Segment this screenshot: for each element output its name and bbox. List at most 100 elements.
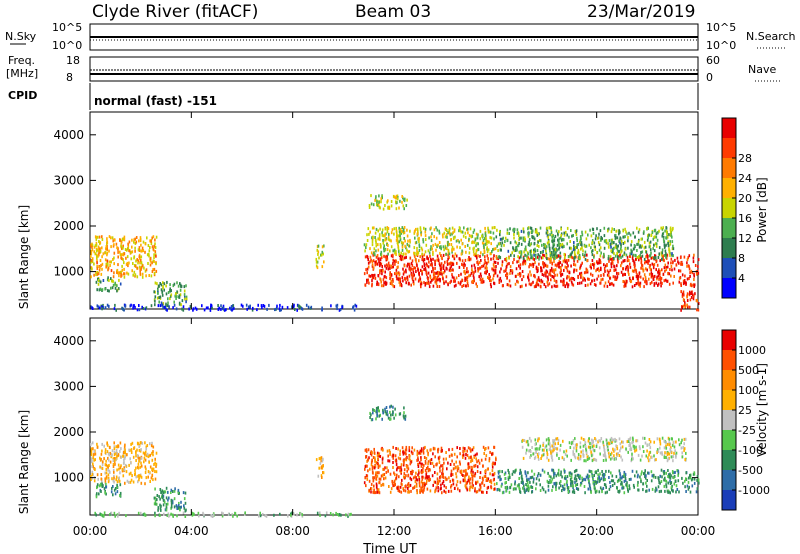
- scatter-cell: [492, 277, 494, 281]
- scatter-cell: [374, 231, 377, 235]
- scatter-cell: [121, 268, 124, 272]
- scatter-cell: [153, 253, 155, 257]
- scatter-cell: [418, 471, 420, 475]
- scatter-cell: [162, 285, 164, 288]
- scatter-cell: [447, 240, 449, 244]
- scatter-cell: [424, 461, 427, 465]
- scatter-cell: [528, 449, 530, 453]
- scatter-cell: [646, 443, 648, 447]
- scatter-cell: [426, 467, 428, 470]
- scatter-cell: [151, 236, 153, 240]
- scatter-cell: [379, 206, 381, 210]
- scatter-cell: [550, 226, 552, 230]
- scatter-cell: [610, 257, 613, 261]
- scatter-cell: [451, 245, 454, 249]
- scatter-cell: [90, 275, 92, 279]
- scatter-cell: [551, 458, 554, 462]
- scatter-cell: [392, 461, 394, 464]
- scatter-cell: [449, 262, 451, 266]
- scatter-cell: [417, 473, 419, 477]
- scatter-cell: [91, 441, 94, 445]
- scatter-cell: [635, 448, 638, 452]
- scatter-cell: [90, 452, 93, 456]
- scatter-cell: [693, 278, 695, 281]
- scatter-cell: [618, 238, 621, 242]
- scatter-cell: [528, 265, 530, 269]
- scatter-cell: [474, 238, 477, 242]
- scatter-cell: [101, 482, 103, 486]
- scatter-cell: [664, 269, 666, 273]
- scatter-cell: [116, 289, 118, 293]
- scatter-cell: [645, 250, 648, 254]
- scatter-cell: [127, 247, 130, 251]
- scatter-cell: [566, 282, 568, 286]
- scatter-cell: [180, 500, 182, 504]
- scatter-cell: [280, 308, 282, 312]
- scatter-cell: [105, 485, 108, 489]
- scatter-cell: [551, 468, 553, 472]
- scatter-cell: [601, 488, 603, 492]
- scatter-cell: [484, 457, 487, 461]
- scatter-cell: [572, 450, 574, 454]
- scatter-cell: [592, 448, 595, 452]
- scatter-cell: [468, 234, 471, 237]
- scatter-cell: [368, 456, 370, 460]
- cpid-label: CPID: [8, 89, 37, 102]
- scatter-cell: [471, 486, 474, 490]
- scatter-cell: [462, 453, 465, 457]
- scatter-cell: [549, 269, 552, 273]
- scatter-cell: [512, 247, 515, 251]
- scatter-cell: [497, 471, 500, 475]
- scatter-cell: [477, 233, 479, 237]
- scatter-cell: [542, 441, 545, 445]
- scatter-cell: [664, 249, 667, 253]
- scatter-cell: [528, 278, 530, 282]
- scatter-cell: [648, 272, 651, 276]
- scatter-cell: [545, 245, 548, 249]
- scatter-cell: [625, 483, 627, 487]
- scatter-cell: [401, 226, 404, 230]
- scatter-cell: [573, 491, 576, 494]
- scatter-cell: [420, 464, 423, 468]
- scatter-cell: [366, 280, 368, 284]
- scatter-cell: [645, 267, 647, 271]
- scatter-cell: [630, 240, 633, 244]
- scatter-cell: [118, 271, 120, 275]
- scatter-cell: [646, 479, 648, 482]
- scatter-cell: [619, 254, 621, 258]
- scatter-cell: [556, 243, 559, 247]
- scatter-cell: [606, 490, 608, 494]
- scatter-cell: [555, 485, 557, 489]
- scatter-cell: [511, 269, 514, 273]
- scatter-cell: [636, 273, 638, 277]
- scatter-cell: [138, 478, 140, 482]
- scatter-cell: [477, 262, 479, 266]
- scatter-cell: [395, 196, 397, 200]
- scatter-cell: [654, 254, 656, 258]
- scatter-cell: [145, 476, 148, 480]
- scatter-cell: [405, 452, 407, 456]
- scatter-cell: [661, 234, 664, 238]
- scatter-cell: [527, 471, 529, 475]
- scatter-cell: [211, 306, 213, 310]
- scatter-cell: [539, 226, 542, 230]
- scatter-cell: [433, 464, 435, 468]
- scatter-cell: [124, 456, 126, 460]
- scatter-cell: [645, 277, 647, 281]
- scatter-cell: [609, 282, 611, 286]
- scatter-cell: [444, 269, 446, 273]
- scatter-cell: [435, 236, 438, 240]
- scatter-cell: [119, 238, 121, 242]
- scatter-cell: [400, 465, 402, 469]
- scatter-cell: [607, 257, 610, 261]
- scatter-cell: [524, 253, 526, 257]
- scatter-cell: [373, 451, 376, 455]
- scatter-cell: [541, 448, 544, 452]
- scatter-cell: [136, 258, 138, 262]
- scatter-cell: [539, 473, 542, 477]
- scatter-cell: [410, 261, 413, 265]
- scatter-cell: [697, 258, 700, 262]
- scatter-cell: [524, 245, 527, 249]
- scatter-cell: [670, 274, 672, 278]
- scatter-cell: [681, 476, 683, 480]
